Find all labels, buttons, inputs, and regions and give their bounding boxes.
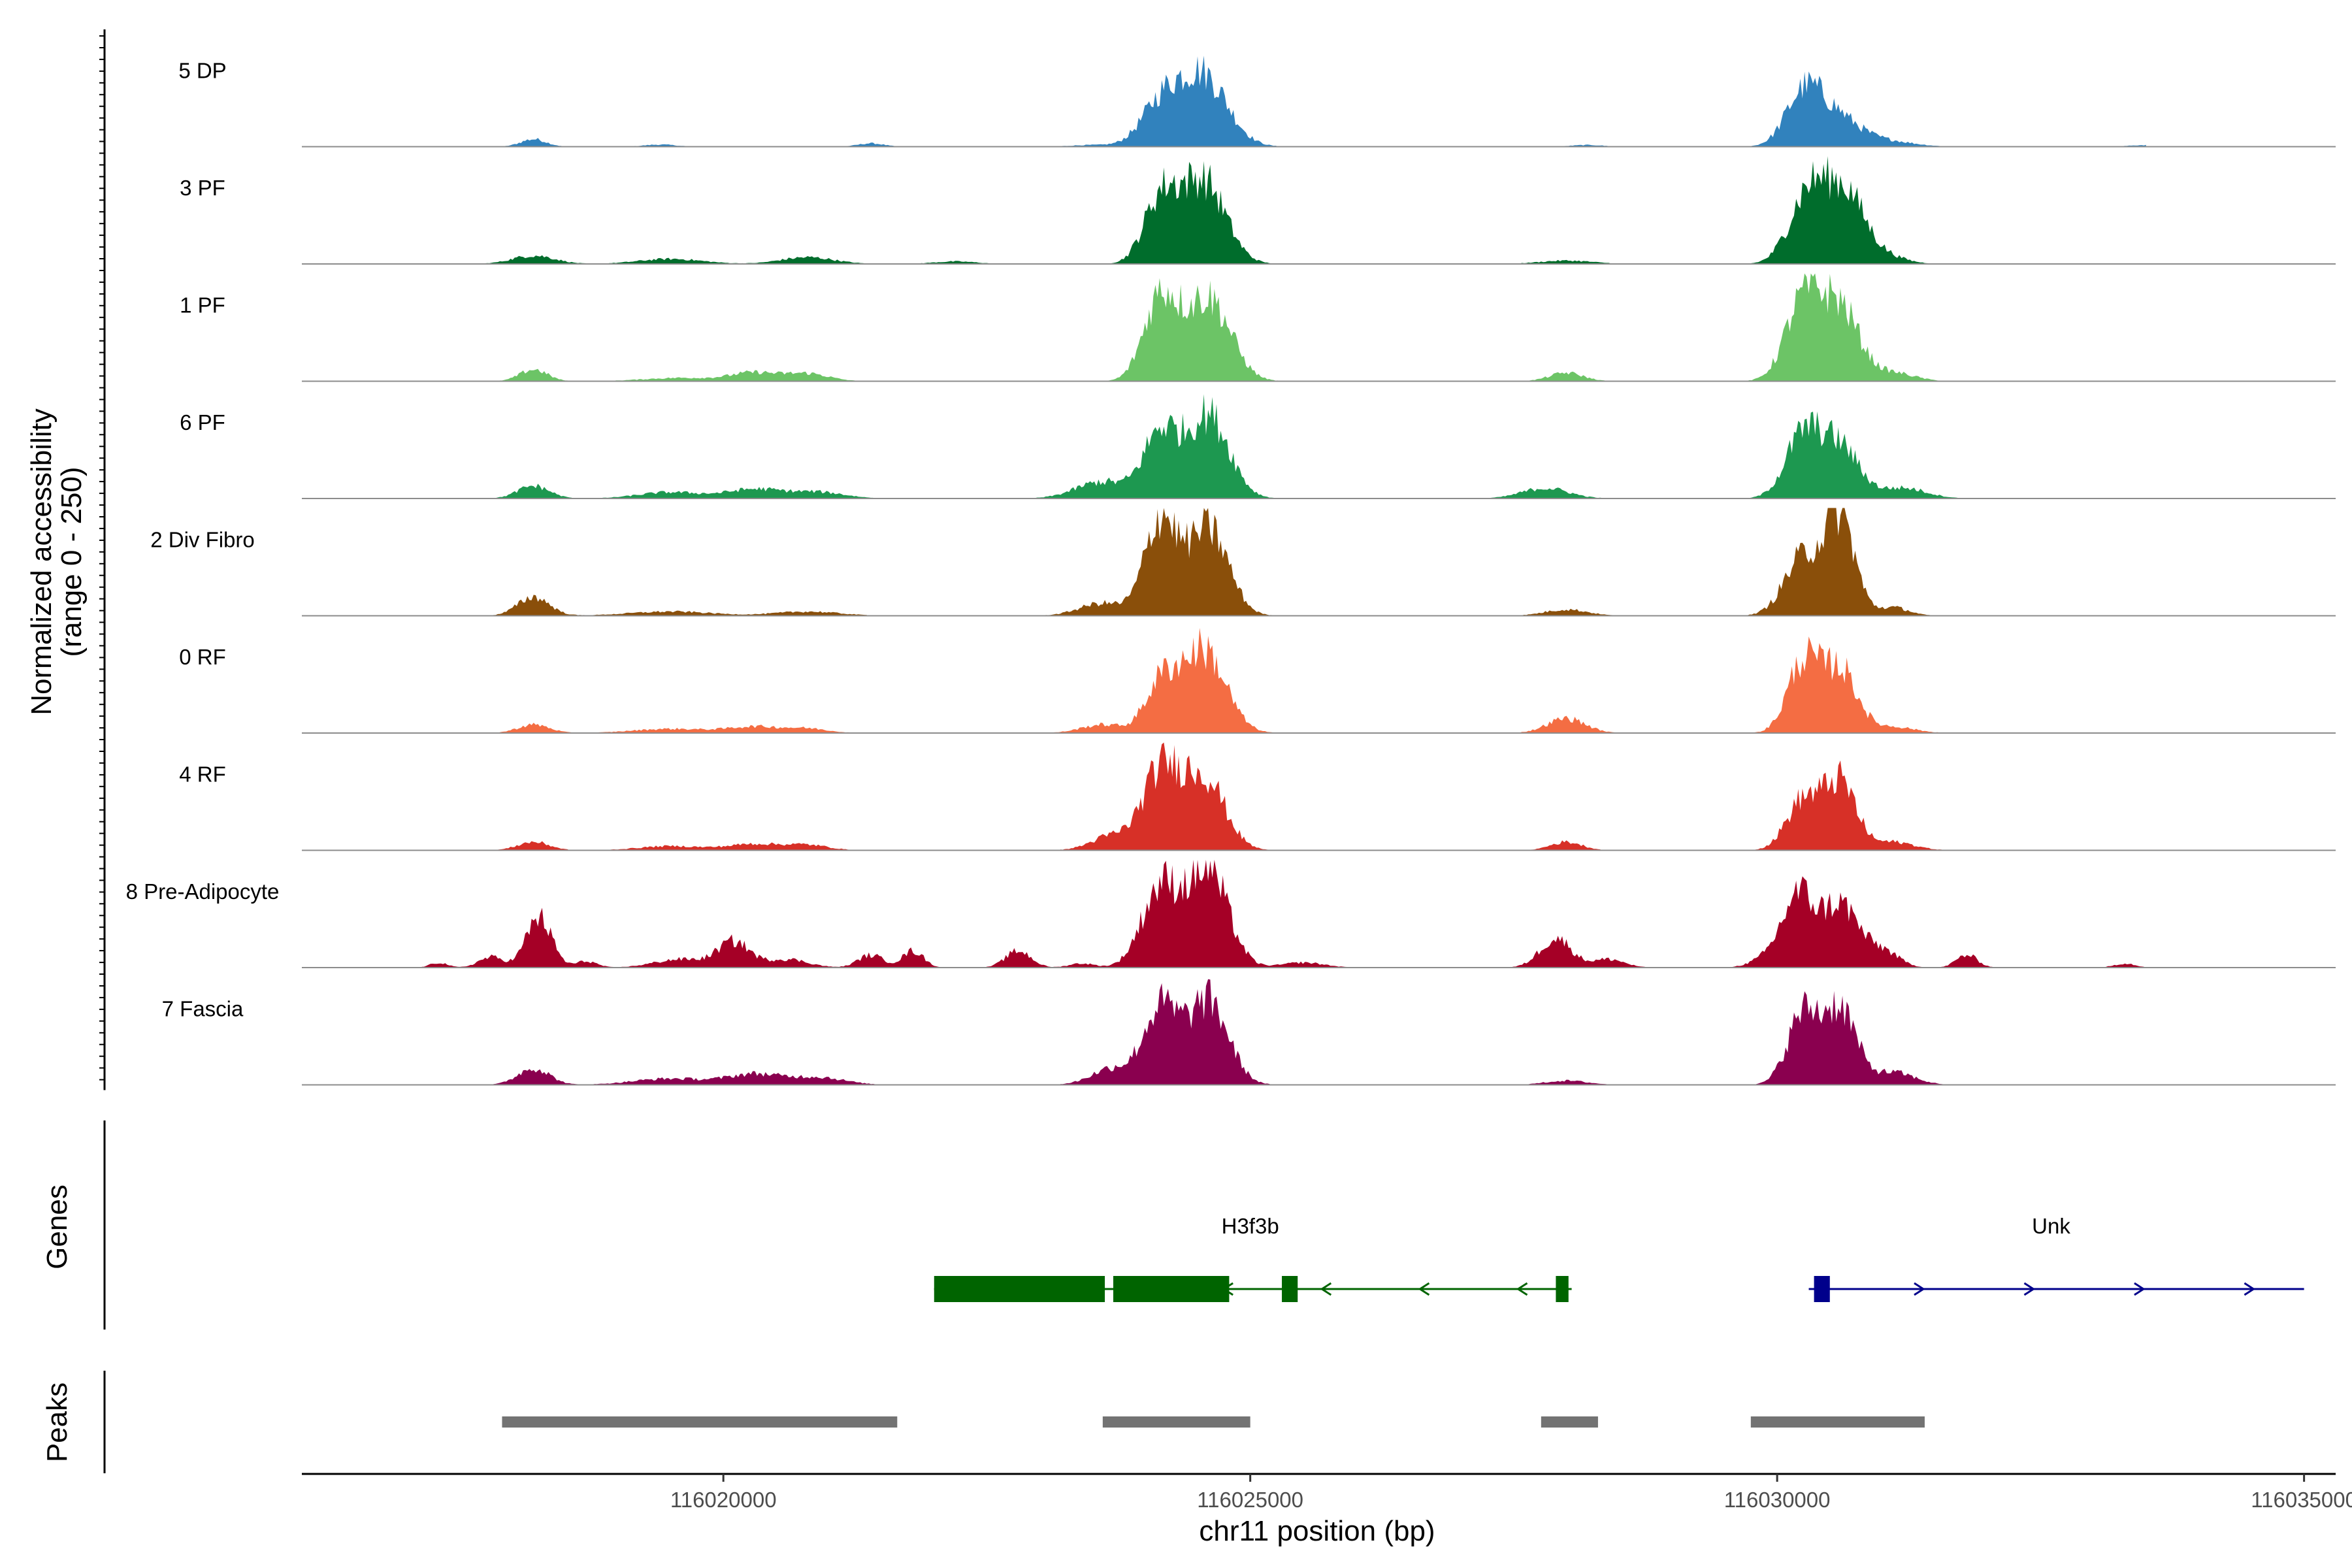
coverage-area xyxy=(417,628,2146,733)
peak-region xyxy=(1750,1416,1925,1428)
x-tick-label: 116025000 xyxy=(1197,1488,1303,1512)
track-0-rf: 0 RF xyxy=(179,628,2336,734)
gene-exon xyxy=(934,1276,1105,1302)
y-axis-title-line1: Normalized accessibility xyxy=(25,408,57,715)
x-axis-ticks: 116020000 116025000 116030000 116035000 xyxy=(670,1474,2352,1512)
coverage-area xyxy=(417,508,2146,616)
peak-region xyxy=(502,1416,898,1428)
x-tick-label: 116035000 xyxy=(2251,1488,2352,1512)
gene-exon xyxy=(1556,1276,1569,1302)
x-tick-label: 116030000 xyxy=(1724,1488,1831,1512)
coverage-area xyxy=(417,860,2146,968)
track-label: 6 PF xyxy=(180,410,225,434)
peak-region xyxy=(1102,1416,1250,1428)
gene-annotations: H3f3b Unk xyxy=(934,1214,2304,1302)
coverage-area xyxy=(417,394,2146,498)
strand-arrow xyxy=(1914,1282,1925,1296)
track-7-fascia: 7 Fascia xyxy=(162,979,2336,1086)
coverage-y-axis xyxy=(99,29,106,1090)
x-tick-label: 116020000 xyxy=(670,1488,777,1512)
coverage-area xyxy=(417,273,2146,382)
strand-arrow xyxy=(2244,1282,2256,1296)
x-axis-title: chr11 position (bp) xyxy=(1199,1515,1435,1547)
strand-arrow xyxy=(2023,1282,2036,1296)
track-label: 1 PF xyxy=(180,293,225,318)
coverage-tracks: 5 DP 3 PF 1 PF 6 PF 2 Div Fibro 0 RF 4 RF 8 Pre… xyxy=(126,56,2336,1086)
coverage-area xyxy=(417,742,2146,851)
coverage-area xyxy=(417,156,2146,264)
track-label: 0 RF xyxy=(179,645,226,669)
peaks-panel-label: Peaks xyxy=(41,1382,73,1462)
coverage-area xyxy=(417,56,2146,147)
track-2-div-fibro: 2 Div Fibro xyxy=(150,508,2336,617)
track-5-dp: 5 DP xyxy=(178,56,2336,148)
gene-label: H3f3b xyxy=(1222,1214,1279,1238)
gene-label: Unk xyxy=(2032,1214,2070,1238)
track-label: 7 Fascia xyxy=(162,997,244,1021)
track-label: 4 RF xyxy=(179,762,226,787)
track-3-pf: 3 PF xyxy=(180,156,2336,265)
track-label: 2 Div Fibro xyxy=(150,528,255,552)
peak-regions xyxy=(502,1416,1925,1428)
gene-exon xyxy=(1282,1276,1298,1302)
peak-region xyxy=(1541,1416,1598,1428)
gene-unk: Unk xyxy=(1808,1214,2304,1302)
strand-arrow xyxy=(1320,1282,1332,1296)
track-6-pf: 6 PF xyxy=(180,394,2336,499)
gene-h3f3b: H3f3b xyxy=(934,1214,1572,1302)
track-4-rf: 4 RF xyxy=(179,742,2336,851)
gene-exon xyxy=(1113,1276,1230,1302)
y-axis-title-line2: (range 0 - 250) xyxy=(56,466,88,657)
track-label: 5 DP xyxy=(178,59,226,83)
track-1-pf: 1 PF xyxy=(180,273,2336,382)
strand-arrow xyxy=(1418,1282,1430,1296)
genes-panel-label: Genes xyxy=(41,1184,73,1269)
coverage-area xyxy=(417,979,2146,1085)
track-label: 8 Pre-Adipocyte xyxy=(126,879,280,904)
strand-arrow xyxy=(2134,1282,2146,1296)
strand-arrow xyxy=(1516,1282,1528,1296)
track-label: 3 PF xyxy=(180,176,225,200)
gene-exon xyxy=(1814,1276,1830,1302)
track-8-pre-adipocyte: 8 Pre-Adipocyte xyxy=(126,860,2336,968)
